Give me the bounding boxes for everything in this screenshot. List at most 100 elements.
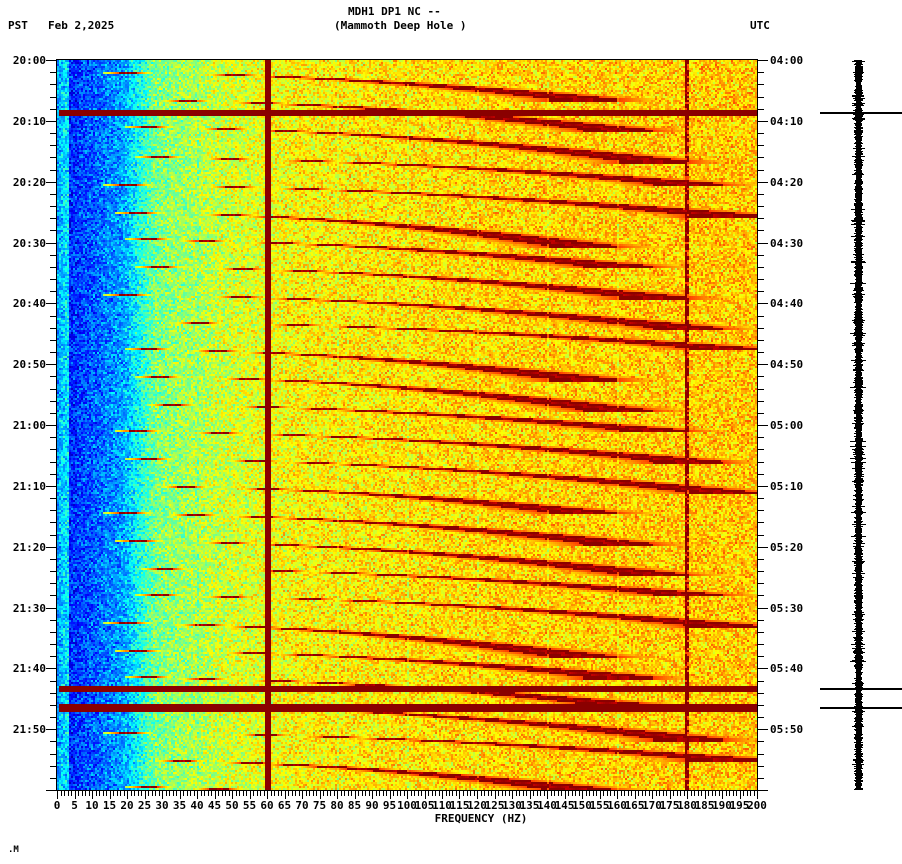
left-tick: [46, 547, 56, 548]
frequency-tick: [89, 791, 90, 796]
right-tick: [758, 474, 764, 475]
left-time-label: 20:30: [12, 236, 46, 250]
right-tick: [758, 389, 764, 390]
frequency-tick-label: 160: [607, 799, 627, 812]
frequency-tick: [589, 791, 590, 796]
frequency-tick: [148, 791, 149, 796]
frequency-tick: [99, 791, 100, 796]
left-tick: [50, 291, 56, 292]
left-tick: [50, 401, 56, 402]
left-tick: [50, 328, 56, 329]
frequency-tick: [614, 791, 615, 796]
frequency-tick: [750, 791, 751, 796]
frequency-tick: [215, 791, 216, 799]
left-tick: [46, 425, 56, 426]
right-tick: [758, 157, 764, 158]
right-tick: [758, 693, 764, 694]
frequency-tick-label: 115: [449, 799, 470, 812]
left-tick: [50, 133, 56, 134]
left-tick: [50, 255, 56, 256]
frequency-tick: [68, 791, 69, 796]
frequency-tick: [694, 791, 695, 796]
right-tick: [758, 206, 764, 207]
right-time-label: 04:10: [770, 114, 804, 128]
frequency-tick: [421, 791, 422, 796]
frequency-tick: [726, 791, 727, 796]
frequency-tick: [323, 791, 324, 796]
frequency-tick: [666, 791, 667, 796]
right-tick: [758, 145, 764, 146]
left-tick: [46, 608, 56, 609]
right-tick: [758, 170, 764, 171]
right-tick: [758, 352, 764, 353]
right-time-label: 05:00: [770, 419, 804, 432]
left-tick: [50, 109, 56, 110]
frequency-tick: [547, 791, 548, 799]
frequency-tick: [687, 791, 688, 799]
frequency-tick: [509, 791, 510, 796]
spectrogram-plot[interactable]: [57, 60, 757, 790]
right-tick: [758, 328, 764, 329]
right-tick: [758, 340, 764, 341]
frequency-tick: [166, 791, 167, 796]
timezone-label-right: UTC: [750, 19, 770, 32]
frequency-tick: [61, 791, 62, 796]
frequency-tick: [414, 791, 415, 796]
frequency-tick: [631, 791, 632, 796]
left-time-label: 21:00: [12, 419, 46, 432]
frequency-tick: [78, 791, 79, 796]
right-tick: [758, 656, 764, 657]
frequency-tick: [372, 791, 373, 799]
station-code-title: MDH1 DP1 NC --: [348, 5, 441, 18]
frequency-tick: [638, 791, 639, 796]
frequency-tick: [635, 791, 636, 799]
frequency-tick: [117, 791, 118, 796]
left-time-label: 20:10: [12, 114, 46, 128]
frequency-tick-label: 60: [260, 799, 274, 812]
left-tick: [50, 620, 56, 621]
frequency-tick: [488, 791, 489, 796]
frequency-tick: [652, 791, 653, 799]
frequency-tick: [561, 791, 562, 796]
frequency-tick: [278, 791, 279, 796]
frequency-tick: [544, 791, 545, 796]
frequency-tick: [96, 791, 97, 796]
left-tick: [50, 279, 56, 280]
frequency-tick: [71, 791, 72, 796]
frequency-tick: [673, 791, 674, 796]
top-axis-line: [56, 59, 758, 60]
frequency-tick: [155, 791, 156, 796]
frequency-tick: [757, 791, 758, 799]
right-tick: [758, 510, 764, 511]
frequency-tick: [397, 791, 398, 796]
right-tick: [758, 790, 768, 791]
seismogram-trace-panel: [820, 60, 902, 790]
frequency-tick: [600, 791, 601, 799]
frequency-tick: [124, 791, 125, 796]
frequency-tick-label: 45: [207, 799, 222, 812]
frequency-tick: [428, 791, 429, 796]
left-tick: [50, 316, 56, 317]
right-tick: [758, 571, 764, 572]
frequency-tick: [134, 791, 135, 796]
frequency-tick: [459, 791, 460, 799]
frequency-tick: [173, 791, 174, 796]
left-tick: [50, 632, 56, 633]
frequency-tick: [327, 791, 328, 796]
frequency-tick: [299, 791, 300, 796]
frequency-tick: [229, 791, 230, 796]
left-tick: [50, 72, 56, 73]
left-time-label: 20:50: [12, 358, 46, 372]
frequency-tick: [729, 791, 730, 796]
left-tick: [50, 218, 56, 219]
left-tick: [46, 303, 56, 304]
right-time-label: 05:10: [770, 479, 804, 493]
frequency-tick: [103, 791, 104, 796]
frequency-tick: [239, 791, 240, 796]
right-tick: [758, 364, 768, 365]
frequency-tick: [463, 791, 464, 796]
frequency-tick: [743, 791, 744, 796]
frequency-tick: [470, 791, 471, 796]
right-tick: [758, 449, 764, 450]
frequency-tick: [404, 791, 405, 796]
